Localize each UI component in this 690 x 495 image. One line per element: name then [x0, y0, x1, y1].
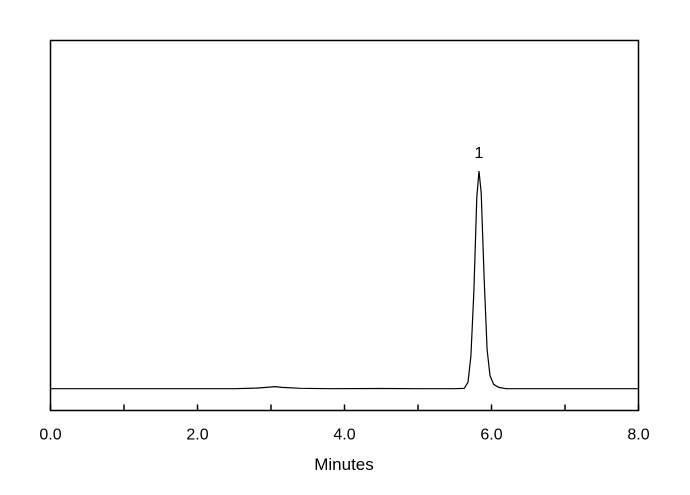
x-tick-label: 4.0: [333, 427, 355, 444]
x-tick-label: 0.0: [39, 427, 61, 444]
plot-frame: [49, 39, 640, 412]
chromatogram-trace: [50, 171, 639, 390]
peak-label: 1: [475, 145, 484, 162]
x-tick-label: 2.0: [186, 427, 208, 444]
x-axis-label: Minutes: [314, 455, 374, 474]
x-tick-label: 8.0: [627, 427, 649, 444]
x-tick-label: 6.0: [480, 427, 502, 444]
